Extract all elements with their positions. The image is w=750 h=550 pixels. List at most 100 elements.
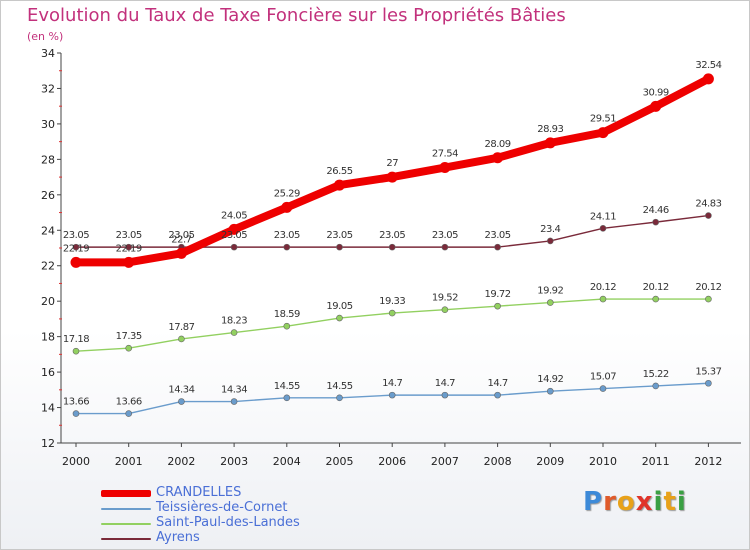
data-label: 20.12: [695, 282, 721, 293]
legend-item: Teissières-de-Cornet: [101, 500, 361, 516]
legend-swatch: [101, 490, 151, 497]
data-label: 28.93: [537, 124, 563, 135]
data-label: 23.05: [274, 230, 300, 241]
data-point: [599, 295, 607, 303]
data-label: 22.7: [171, 234, 191, 245]
data-label: 17.87: [168, 322, 194, 333]
data-point: [228, 223, 240, 235]
data-label: 22.19: [116, 243, 142, 254]
data-point: [388, 391, 396, 399]
data-point: [336, 314, 343, 322]
data-point: [230, 398, 238, 405]
data-label: 14.55: [326, 381, 352, 392]
data-point: [494, 391, 501, 399]
data-point: [599, 225, 607, 232]
x-tick-label: 2012: [694, 455, 722, 468]
data-point: [336, 394, 343, 402]
data-point: [72, 243, 80, 251]
y-tick-label: 14: [41, 402, 55, 415]
data-point: [650, 100, 662, 112]
logo-letter: i: [653, 487, 664, 517]
data-point: [72, 347, 80, 355]
data-label: 23.05: [116, 230, 142, 241]
data-label: 14.34: [168, 385, 194, 396]
logo-letter: P: [583, 487, 604, 517]
x-tick-label: 2001: [115, 455, 143, 468]
y-tick-label: 20: [41, 295, 55, 308]
data-label: 23.05: [326, 230, 352, 241]
legend-label: Teissières-de-Cornet: [156, 500, 288, 515]
data-point: [705, 212, 712, 219]
legend-swatch: [101, 523, 151, 525]
legend-item: CRANDELLES: [101, 485, 361, 501]
data-label: 13.66: [63, 397, 89, 408]
data-label: 26.55: [326, 166, 352, 177]
data-point: [546, 299, 554, 306]
data-label: 23.05: [168, 230, 194, 241]
data-point: [652, 382, 660, 390]
data-point: [386, 171, 398, 183]
logo-letter: o: [616, 487, 636, 517]
x-tick-label: 2009: [536, 455, 564, 468]
data-label: 14.7: [487, 378, 507, 389]
data-label: 20.12: [590, 282, 616, 293]
data-label: 13.66: [116, 397, 142, 408]
data-label: 24.46: [643, 205, 669, 216]
data-label: 23.05: [221, 230, 247, 241]
logo-letter: x: [635, 487, 654, 517]
data-point: [702, 73, 714, 85]
data-label: 23.05: [485, 230, 511, 241]
data-label: 24.11: [590, 211, 616, 222]
data-point: [281, 201, 293, 213]
data-label: 19.33: [379, 296, 405, 307]
y-tick-label: 28: [41, 153, 55, 166]
x-tick-label: 2006: [378, 455, 406, 468]
x-tick-label: 2010: [589, 455, 617, 468]
data-point: [494, 243, 501, 251]
data-label: 23.05: [63, 230, 89, 241]
y-tick-label: 12: [41, 437, 55, 450]
x-tick-label: 2011: [642, 455, 670, 468]
data-label: 28.09: [485, 139, 511, 150]
data-label: 20.12: [643, 282, 669, 293]
data-point: [441, 243, 449, 251]
data-point: [599, 385, 607, 392]
x-tick-label: 2005: [326, 455, 354, 468]
data-point: [283, 394, 291, 402]
legend-label: Saint-Paul-des-Landes: [156, 515, 300, 530]
data-point: [178, 398, 185, 405]
legend-item: Saint-Paul-des-Landes: [101, 515, 361, 531]
data-label: 27.54: [432, 149, 458, 160]
data-label: 14.34: [221, 385, 247, 396]
x-tick-label: 2008: [484, 455, 512, 468]
data-point: [494, 302, 501, 310]
data-label: 22.19: [63, 243, 89, 254]
legend-label: CRANDELLES: [156, 485, 242, 500]
data-label: 30.99: [643, 87, 669, 98]
legend-item: Ayrens: [101, 530, 361, 546]
data-label: 19.05: [326, 301, 352, 312]
data-label: 24.83: [695, 199, 721, 210]
data-label: 23.05: [379, 230, 405, 241]
data-point: [334, 179, 345, 191]
y-tick-label: 32: [41, 82, 55, 95]
data-label: 14.7: [435, 378, 455, 389]
y-tick-label: 34: [41, 47, 55, 60]
data-point: [70, 256, 82, 268]
data-label: 25.29: [274, 188, 300, 199]
y-tick-label: 30: [41, 118, 55, 131]
y-tick-label: 18: [41, 331, 55, 344]
logo-letter: r: [603, 487, 617, 517]
chart-title: Evolution du Taux de Taxe Foncière sur l…: [27, 5, 566, 26]
data-label: 14.55: [274, 381, 300, 392]
x-tick-label: 2007: [431, 455, 459, 468]
proxiti-logo: Proxiti: [583, 487, 687, 517]
data-point: [125, 410, 132, 417]
data-point: [441, 306, 449, 313]
data-point: [175, 247, 187, 259]
data-label: 32.54: [695, 60, 721, 71]
data-point: [230, 329, 238, 336]
y-tick-label: 22: [41, 260, 55, 273]
data-label: 23.4: [540, 224, 560, 235]
